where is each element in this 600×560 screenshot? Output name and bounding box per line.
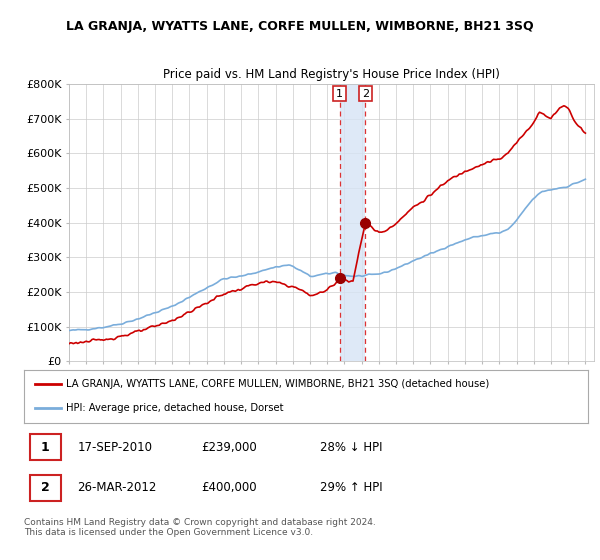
Text: 1: 1 [336, 88, 343, 99]
Text: 2: 2 [362, 88, 369, 99]
Text: LA GRANJA, WYATTS LANE, CORFE MULLEN, WIMBORNE, BH21 3SQ: LA GRANJA, WYATTS LANE, CORFE MULLEN, WI… [66, 20, 534, 32]
Text: £400,000: £400,000 [202, 481, 257, 494]
FancyBboxPatch shape [29, 434, 61, 460]
Text: £239,000: £239,000 [202, 441, 257, 454]
Text: 28% ↓ HPI: 28% ↓ HPI [320, 441, 383, 454]
Text: Contains HM Land Registry data © Crown copyright and database right 2024.
This d: Contains HM Land Registry data © Crown c… [24, 518, 376, 538]
Text: LA GRANJA, WYATTS LANE, CORFE MULLEN, WIMBORNE, BH21 3SQ (detached house): LA GRANJA, WYATTS LANE, CORFE MULLEN, WI… [66, 379, 490, 389]
FancyBboxPatch shape [29, 475, 61, 501]
Text: 29% ↑ HPI: 29% ↑ HPI [320, 481, 383, 494]
Text: 26-MAR-2012: 26-MAR-2012 [77, 481, 157, 494]
Text: 17-SEP-2010: 17-SEP-2010 [77, 441, 152, 454]
Text: 1: 1 [41, 441, 50, 454]
Title: Price paid vs. HM Land Registry's House Price Index (HPI): Price paid vs. HM Land Registry's House … [163, 68, 500, 81]
Text: 2: 2 [41, 481, 50, 494]
Text: HPI: Average price, detached house, Dorset: HPI: Average price, detached house, Dors… [66, 403, 284, 413]
Bar [340, 84, 365, 361]
